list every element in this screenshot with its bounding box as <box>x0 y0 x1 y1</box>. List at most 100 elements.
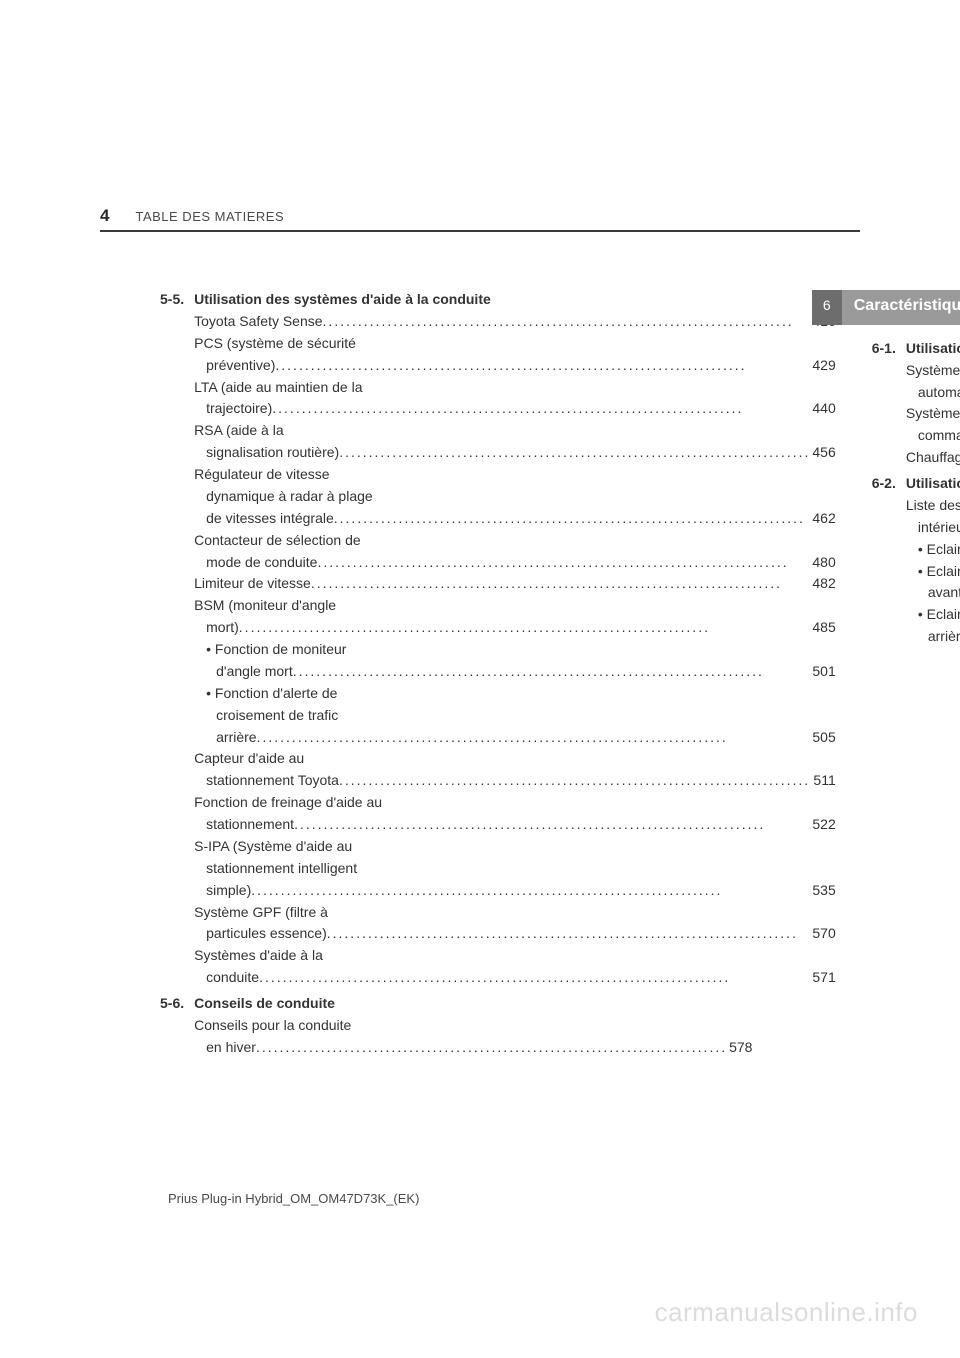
toc-list: Liste des éclairagesintérieurs .........… <box>906 496 960 647</box>
page-number: 4 <box>100 206 109 226</box>
toc-leader-dots: ........................................… <box>272 399 810 419</box>
toc-entry-line: arrière ................................… <box>194 728 836 748</box>
section-title: Utilisation des systèmes d'aide à la con… <box>194 290 836 310</box>
toc-entry-line: mort) ..................................… <box>194 618 836 638</box>
toc-entry-text: signalisation routière) <box>206 443 339 463</box>
chapter-title: Caractéristiques de l'habitacle <box>842 290 960 325</box>
toc-entry-text: Toyota Safety Sense <box>194 312 322 332</box>
toc-page-number: 485 <box>810 618 835 638</box>
toc-entry-text: mode de conduite <box>206 553 317 573</box>
section-6-2: 6-2. Utilisation des éclairages intérieu… <box>872 474 960 649</box>
toc-entry-line: trajectoire) ...........................… <box>194 399 836 419</box>
toc-entry-text: d'angle mort <box>216 662 293 682</box>
section-5-6: 5-6. Conseils de conduite Conseils pour … <box>160 994 752 1060</box>
toc-entry-text: commande à distance <box>918 426 960 446</box>
toc-page-number: 570 <box>810 924 835 944</box>
toc-entry-line: commande à distance ....................… <box>906 426 960 446</box>
toc-leader-dots: ........................................… <box>259 968 810 988</box>
toc-entry-line: • Eclairage intérieur <box>906 605 960 625</box>
toc-entry-text: particules essence) <box>206 924 327 944</box>
toc-entry-line: d'angle mort ...........................… <box>194 662 836 682</box>
header-title: TABLE DES MATIERES <box>135 209 284 224</box>
toc-entry-line: croisement de trafic <box>194 706 836 726</box>
toc-leader-dots: ........................................… <box>317 553 810 573</box>
toc-entry-line: Régulateur de vitesse <box>194 465 836 485</box>
section-title: Utilisation du système de climatisation … <box>906 339 960 359</box>
toc-entry-text: avant <box>928 583 960 603</box>
toc-entry-text: mort) <box>206 618 239 638</box>
section-number: 5-6. <box>160 994 194 1060</box>
toc-entry-text: stationnement <box>206 815 294 835</box>
toc-entry-line: • Fonction d'alerte de <box>194 684 836 704</box>
toc-entry-text: arrière <box>928 627 960 647</box>
toc-list: Système de climatisationautomatique ....… <box>906 361 960 468</box>
toc-leader-dots: ........................................… <box>294 815 810 835</box>
toc-entry-text: intérieurs <box>918 518 960 538</box>
toc-leader-dots: ........................................… <box>257 728 811 748</box>
toc-entry-line: mode de conduite .......................… <box>194 553 836 573</box>
page: 4 TABLE DES MATIERES 5-5. Utilisation de… <box>0 0 960 1062</box>
chapter-header: 6 Caractéristiques de l'habitacle <box>812 290 960 325</box>
toc-entry-line: signalisation routière) ................… <box>194 443 836 463</box>
toc-entry-line: S-IPA (Système d'aide au <box>194 837 836 857</box>
page-header: 4 TABLE DES MATIERES <box>100 206 860 232</box>
toc-entry-line: Système GPF (filtre à <box>194 903 836 923</box>
toc-entry-line: Systèmes d'aide à la <box>194 946 836 966</box>
toc-entry-text: automatique <box>918 383 960 403</box>
toc-entry-line: dynamique à radar à plage <box>194 487 836 507</box>
toc-entry-line: • Eclairages personnels <box>906 562 960 582</box>
toc-entry-line: Limiteur de vitesse ....................… <box>194 574 836 594</box>
toc-entry-line: particules essence) ....................… <box>194 924 836 944</box>
toc-entry-line: intérieurs .............................… <box>906 518 960 538</box>
toc-leader-dots: ........................................… <box>275 356 810 376</box>
toc-entry-line: automatique ............................… <box>906 383 960 403</box>
section-number: 6-1. <box>872 339 906 470</box>
toc-entry-line: Contacteur de sélection de <box>194 531 836 551</box>
toc-entry-line: PCS (système de sécurité <box>194 334 836 354</box>
toc-page-number: 571 <box>810 968 835 988</box>
toc-page-number: 535 <box>810 881 835 901</box>
toc-entry-line: • Eclairage intérieur avant ............… <box>906 540 960 560</box>
toc-entry-text: • Eclairage intérieur avant <box>918 540 960 560</box>
toc-entry-text: Chauffages de siège <box>906 448 960 468</box>
toc-leader-dots: ........................................… <box>251 881 810 901</box>
toc-entry-line: préventive) ............................… <box>194 356 836 376</box>
toc-entry-line: • Fonction de moniteur <box>194 640 836 660</box>
toc-entry-line: en hiver ...............................… <box>194 1038 752 1058</box>
toc-page-number: 480 <box>810 553 835 573</box>
right-column: 6 Caractéristiques de l'habitacle 6-1. U… <box>872 290 960 1062</box>
content-columns: 5-5. Utilisation des systèmes d'aide à l… <box>100 290 860 1062</box>
toc-page-number: 482 <box>810 574 835 594</box>
toc-entry-line: Système de climatisation <box>906 361 960 381</box>
toc-leader-dots: ........................................… <box>339 443 810 463</box>
toc-entry-text: de vitesses intégrale <box>206 509 334 529</box>
toc-entry-line: arrière ................................… <box>906 627 960 647</box>
toc-entry-line: stationnement Toyota ...................… <box>194 771 836 791</box>
toc-leader-dots: ........................................… <box>327 924 811 944</box>
toc-entry-line: de vitesses intégrale ..................… <box>194 509 836 529</box>
toc-page-number: 578 <box>727 1038 752 1058</box>
toc-leader-dots: ........................................… <box>256 1038 727 1058</box>
toc-entry-line: avant ..................................… <box>906 583 960 603</box>
toc-entry-line: simple) ................................… <box>194 881 836 901</box>
toc-entry-line: Liste des éclairages <box>906 496 960 516</box>
toc-page-number: 501 <box>810 662 835 682</box>
toc-entry-line: Système de climatisation à <box>906 404 960 424</box>
toc-entry-text: arrière <box>216 728 256 748</box>
toc-entry-line: stationnement intelligent <box>194 859 836 879</box>
toc-page-number: 511 <box>811 771 835 791</box>
toc-entry-line: BSM (moniteur d'angle <box>194 596 836 616</box>
toc-entry-line: Toyota Safety Sense ....................… <box>194 312 836 332</box>
section-body: Conseils de conduite Conseils pour la co… <box>194 994 752 1060</box>
section-title: Utilisation des éclairages intérieurs <box>906 474 960 494</box>
toc-entry-text: en hiver <box>206 1038 256 1058</box>
toc-page-number: 440 <box>810 399 835 419</box>
toc-entry-text: simple) <box>206 881 251 901</box>
section-body: Utilisation des systèmes d'aide à la con… <box>194 290 836 990</box>
toc-leader-dots: ........................................… <box>293 662 811 682</box>
toc-entry-line: Capteur d'aide au <box>194 749 836 769</box>
left-column: 5-5. Utilisation des systèmes d'aide à l… <box>160 290 836 1062</box>
toc-page-number: 505 <box>810 728 835 748</box>
section-5-5: 5-5. Utilisation des systèmes d'aide à l… <box>160 290 836 990</box>
toc-page-number: 462 <box>810 509 835 529</box>
